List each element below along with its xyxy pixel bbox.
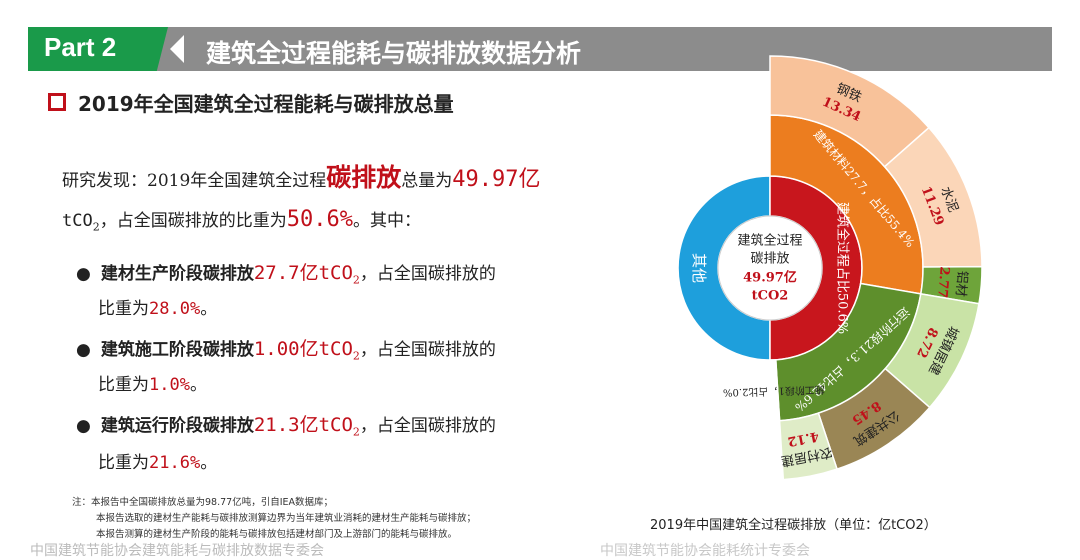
ratio-value: 28.0% <box>149 299 201 319</box>
stage-value: 21.3亿tCO <box>253 414 353 436</box>
center-label-line2: 碳排放 <box>750 252 789 267</box>
stage-ratio-construction: 比重为1.0%。 <box>98 370 207 395</box>
finding-mid: 总量为 <box>401 171 453 191</box>
chevron-left-icon <box>170 35 184 63</box>
stage-label: 建筑运行阶段碳排放 <box>100 416 254 436</box>
finding-share-value: 50.6% <box>286 207 353 232</box>
section-header: Part 2 建筑全过程能耗与碳排放数据分析 <box>28 27 1052 71</box>
stage-value: 27.7亿tCO <box>253 262 353 284</box>
outer-slice-operation-2 <box>778 412 839 481</box>
page-title: 建筑全过程能耗与碳排放数据分析 <box>206 39 582 68</box>
subtitle-text: 2019年全国建筑全过程能耗与碳排放总量 <box>78 92 454 116</box>
stage-ratio-materials: 比重为28.0%。 <box>98 294 217 319</box>
stage-item-construction: ● 建筑施工阶段碳排放1.00亿tCO2，占全国碳排放的 <box>76 334 496 362</box>
finding-line-2: tCO2，占全国碳排放的比重为50.6%。其中： <box>62 206 421 233</box>
stage-tail: ，占全国碳排放的 <box>359 264 496 284</box>
outer-slice-value: 2.77 <box>934 266 952 299</box>
ratio-value: 1.0% <box>149 375 190 395</box>
ratio-end: 。 <box>200 453 218 473</box>
ratio-end: 。 <box>200 299 218 319</box>
note-line: 本报告选取的建材生产能耗与碳排放测算边界为当年建筑业消耗的建材生产能耗与碳排放； <box>96 513 477 524</box>
middle-slice-2 <box>769 359 781 422</box>
bullet-icon: ● <box>76 416 91 436</box>
stage-value-sub: 2 <box>352 273 360 287</box>
center-label-unit: tCO2 <box>752 289 789 304</box>
outer-slice-name: 铝材 <box>952 270 969 297</box>
stage-ratio-operation: 比重为21.6%。 <box>98 448 217 473</box>
note-line: 本报告测算的建材生产阶段的能耗与碳排放包括建材部门及上游部门的能耗与碳排放。 <box>96 529 458 540</box>
stage-value-sub: 2 <box>352 425 360 439</box>
stage-value: 1.00亿tCO <box>253 338 353 360</box>
finding-highlight: 碳排放 <box>326 163 402 192</box>
stage-label: 建筑施工阶段碳排放 <box>100 340 254 360</box>
ratio-prefix: 比重为 <box>98 299 149 319</box>
footer-source: 中国建筑节能协会建筑能耗与碳排放数据专委会 <box>30 543 324 559</box>
outer-label-group: 铝材2.77 <box>934 266 969 299</box>
header-bar <box>28 27 1052 71</box>
finding-share-label: ，占全国碳排放的比重为 <box>99 211 287 231</box>
part-badge <box>28 27 168 71</box>
finding-line-1: 研究发现：2019年全国建筑全过程碳排放总量为49.97亿 <box>62 158 541 194</box>
stage-tail: ，占全国碳排放的 <box>359 340 496 360</box>
square-bullet-icon <box>48 93 66 111</box>
stage-value-sub: 2 <box>352 349 360 363</box>
finding-total-value: 49.97亿 <box>452 167 541 192</box>
watermark: 中国建筑节能协会能耗统计专委会 <box>600 543 810 559</box>
inner-label-other: 其他 <box>690 253 708 283</box>
middle-slice-label: 施工阶段1，占比2.0% <box>723 383 825 399</box>
stage-item-materials: ● 建材生产阶段碳排放27.7亿tCO2，占全国碳排放的 <box>76 258 496 286</box>
center-circle <box>717 215 823 321</box>
finding-end: 。其中： <box>352 211 421 231</box>
outer-slice-value: 4.12 <box>786 428 820 449</box>
center-label-line1: 建筑全过程 <box>737 233 802 249</box>
stage-tail: ，占全国碳排放的 <box>359 416 496 436</box>
center-label-value: 49.97亿 <box>743 270 797 286</box>
ratio-end: 。 <box>189 375 207 395</box>
inner-label-building: 建筑全过程占比50.6% <box>835 202 851 334</box>
stage-item-operation: ● 建筑运行阶段碳排放21.3亿tCO2，占全国碳排放的 <box>76 410 496 438</box>
stage-label: 建材生产阶段碳排放 <box>100 264 254 284</box>
sunburst-chart: 钢铁13.34水泥11.29铝材2.77城镇居建8.72公共建筑8.45农村居建… <box>677 55 983 481</box>
note-line: 注：本报告中全国碳排放总量为98.77亿吨，引自IEA数据库； <box>72 497 334 508</box>
ratio-value: 21.6% <box>149 453 201 473</box>
chart-caption: 2019年中国建筑全过程碳排放（单位：亿tCO2） <box>650 518 937 533</box>
ratio-prefix: 比重为 <box>98 453 149 473</box>
bullet-icon: ● <box>76 340 91 360</box>
ratio-prefix: 比重为 <box>98 375 149 395</box>
finding-prefix: 研究发现：2019年全国建筑全过程 <box>62 171 327 191</box>
bullet-icon: ● <box>76 264 91 284</box>
finding-unit-sub: 2 <box>92 220 100 234</box>
section-subtitle: 2019年全国建筑全过程能耗与碳排放总量 <box>48 88 454 117</box>
part-label: Part 2 <box>44 32 117 62</box>
finding-unit: tCO <box>62 211 93 231</box>
